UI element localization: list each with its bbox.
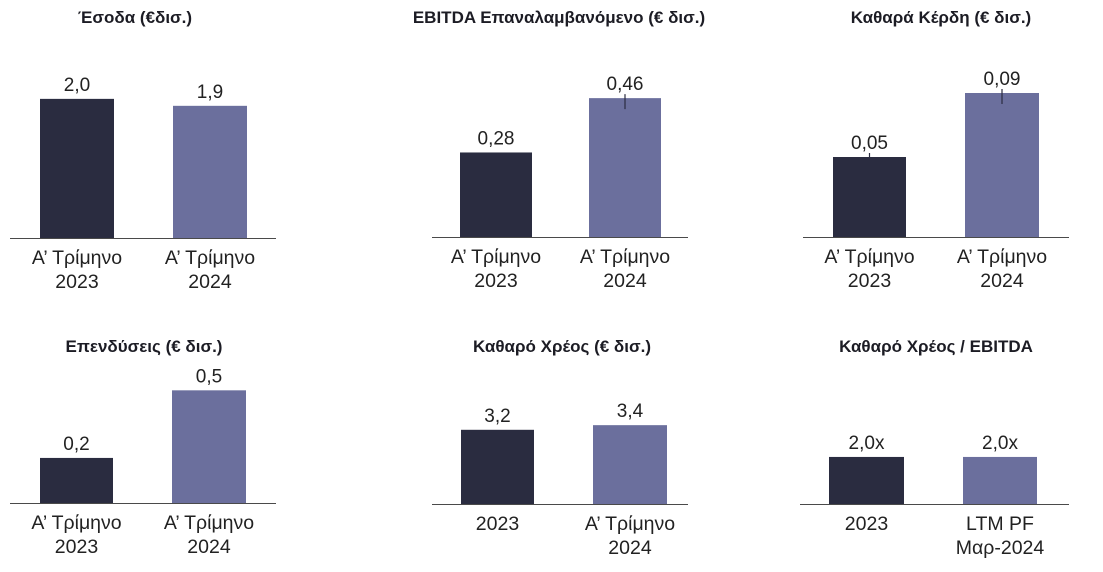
category-label: Α’ Τρίμηνο <box>957 246 1047 268</box>
category-label: 2023 <box>845 513 888 535</box>
chart-recurring-ebitda: EBITDA Επαναλαμβανόμενο (€ δισ.) 0,28 Α’ Τ… <box>413 8 705 292</box>
category-label: 2024 <box>980 270 1024 292</box>
category-label: Α’ Τρίμηνο <box>580 246 670 268</box>
category-label: 2023 <box>474 270 517 292</box>
category-label: Α’ Τρίμηνο <box>824 246 914 268</box>
category-label: Μαρ-2024 <box>956 537 1045 559</box>
data-label: 0,5 <box>196 366 222 387</box>
bar-1 <box>40 457 113 503</box>
data-label: 2,0x <box>982 433 1018 454</box>
category-label: Α’ Τρίμηνο <box>165 247 255 269</box>
category-label: Α’ Τρίμηνο <box>451 246 541 268</box>
chart-title: Καθαρό Χρέος / EBITDA <box>839 337 1033 356</box>
category-label: 2023 <box>55 271 98 293</box>
category-label: Α’ Τρίμηνο <box>164 512 254 534</box>
category-label: 2023 <box>848 270 891 292</box>
category-label: Α’ Τρίμηνο <box>32 247 122 269</box>
category-label: Α’ Τρίμηνο <box>31 512 121 534</box>
bar-1 <box>833 157 906 237</box>
data-label: 2,0x <box>849 433 885 454</box>
chart-capex: Επενδύσεις (€ δισ.)0,2Α’ Τρίμηνο20230,5Α… <box>10 337 276 558</box>
chart-net-profit: Καθαρά Κέρδη (€ δισ.)0,05Α’ Τρίμηνο20230… <box>803 8 1069 292</box>
chart-title: Έσοδα (€δισ.) <box>78 8 192 27</box>
chart-net-debt: Καθαρό Χρέος (€ δισ.) 3,2 2023 3,4 Α’ Τρίμην… <box>432 337 688 559</box>
data-label: 0,2 <box>63 434 89 455</box>
data-label: 2,0 <box>64 75 90 96</box>
data-label: 0,46 <box>607 74 644 95</box>
category-label: 2024 <box>608 537 652 559</box>
category-label: 2024 <box>187 536 231 558</box>
chart-title: EBITDA Επαναλαμβανόμενο (€ δισ.) <box>413 8 705 27</box>
category-label: 2023 <box>55 536 98 558</box>
chart-title: Καθαρό Χρέος (€ δισ.) <box>473 337 651 356</box>
bar-1 <box>829 456 904 504</box>
data-label: 3,2 <box>484 406 510 427</box>
chart-net-debt-to-ebitda: Καθαρό Χρέος / EBITDA 2,0x 2023 2,0x LTM PFΜ… <box>800 337 1069 559</box>
data-label: 0,28 <box>478 128 515 149</box>
bar-2 <box>173 105 247 239</box>
data-label: 3,4 <box>617 401 644 422</box>
bar-2 <box>172 390 246 503</box>
bar-2 <box>589 98 661 237</box>
category-label: 2024 <box>188 271 232 293</box>
category-label: 2024 <box>603 270 647 292</box>
data-label: 0,05 <box>851 133 888 154</box>
category-label: Α’ Τρίμηνο <box>585 513 675 535</box>
category-label: LTM PF <box>966 513 1034 535</box>
bar-2 <box>965 93 1039 237</box>
bar-2 <box>593 425 667 504</box>
chart-title: Επενδύσεις (€ δισ.) <box>66 337 223 356</box>
bar-1 <box>40 98 114 238</box>
chart-title: Καθαρά Κέρδη (€ δισ.) <box>851 8 1031 27</box>
data-label: 0,09 <box>984 69 1021 90</box>
category-label: 2023 <box>476 513 519 535</box>
bar-2 <box>963 456 1037 504</box>
data-label: 1,9 <box>197 82 223 103</box>
bar-1 <box>461 429 534 504</box>
bar-1 <box>460 152 532 237</box>
